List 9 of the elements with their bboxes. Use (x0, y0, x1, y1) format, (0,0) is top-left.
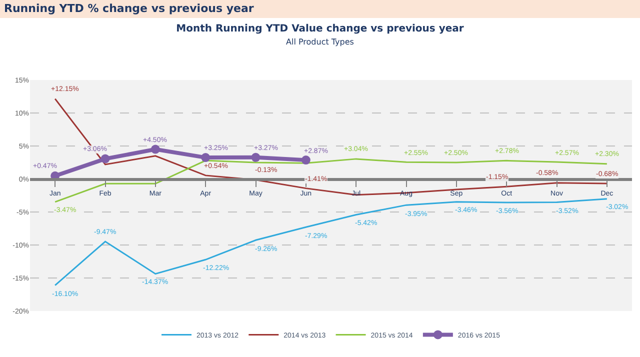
point (301, 156, 310, 165)
line-series (54, 198, 608, 286)
chart-title: Month Running YTD Value change vs previous year (176, 24, 464, 35)
point (150, 144, 160, 154)
text: Running YTD % change vs previous year (0, 0, 640, 18)
point (201, 153, 210, 162)
point (251, 152, 260, 162)
chart-subtitle: All Product Types (286, 38, 354, 47)
point (100, 154, 110, 164)
